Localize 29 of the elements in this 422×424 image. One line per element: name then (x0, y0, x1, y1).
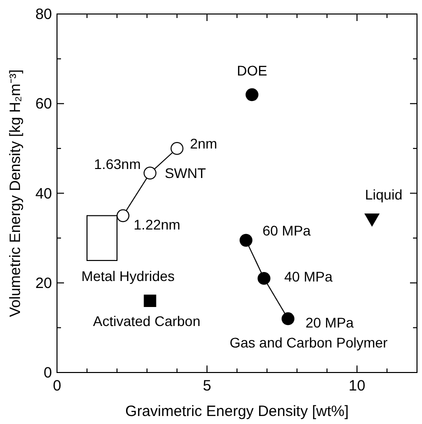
point (240, 234, 252, 247)
legend-label: Liquid (365, 186, 402, 203)
series-label: Metal Hydrides (81, 268, 175, 284)
y-tick-label: 60 (35, 96, 52, 113)
annotation: 20 MPa (305, 314, 354, 331)
annotation: 2nm (190, 135, 218, 152)
point (246, 88, 258, 102)
y-tick-label: 40 (35, 185, 52, 202)
annotation: 1.63nm (94, 156, 141, 172)
y-tick-label: 20 (35, 274, 52, 292)
x-tick-label: 5 (202, 378, 212, 394)
point (282, 312, 294, 326)
point (258, 272, 270, 285)
y-axis-title: Volumetric Energy Density [kg H₂m⁻³] (7, 69, 24, 318)
point (144, 166, 156, 180)
series-label: Activated Carbon (92, 313, 200, 330)
annotation: 60 MPa (262, 222, 311, 238)
annotation: 40 MPa (284, 268, 333, 284)
series-label: DOE (236, 62, 268, 79)
y-tick-label: 80 (35, 6, 52, 23)
y-tick-label: 0 (44, 364, 52, 382)
point (116, 209, 130, 222)
point (144, 294, 156, 307)
x-axis-title: Gravimetric Energy Density [wt%] (125, 403, 349, 420)
series-label: SWNT (164, 165, 206, 182)
series-label: Gas and Carbon Polymer (230, 334, 388, 351)
x-tick-label: 10 (348, 378, 366, 394)
annotation: 1.22nm (134, 216, 180, 233)
point (170, 142, 184, 155)
